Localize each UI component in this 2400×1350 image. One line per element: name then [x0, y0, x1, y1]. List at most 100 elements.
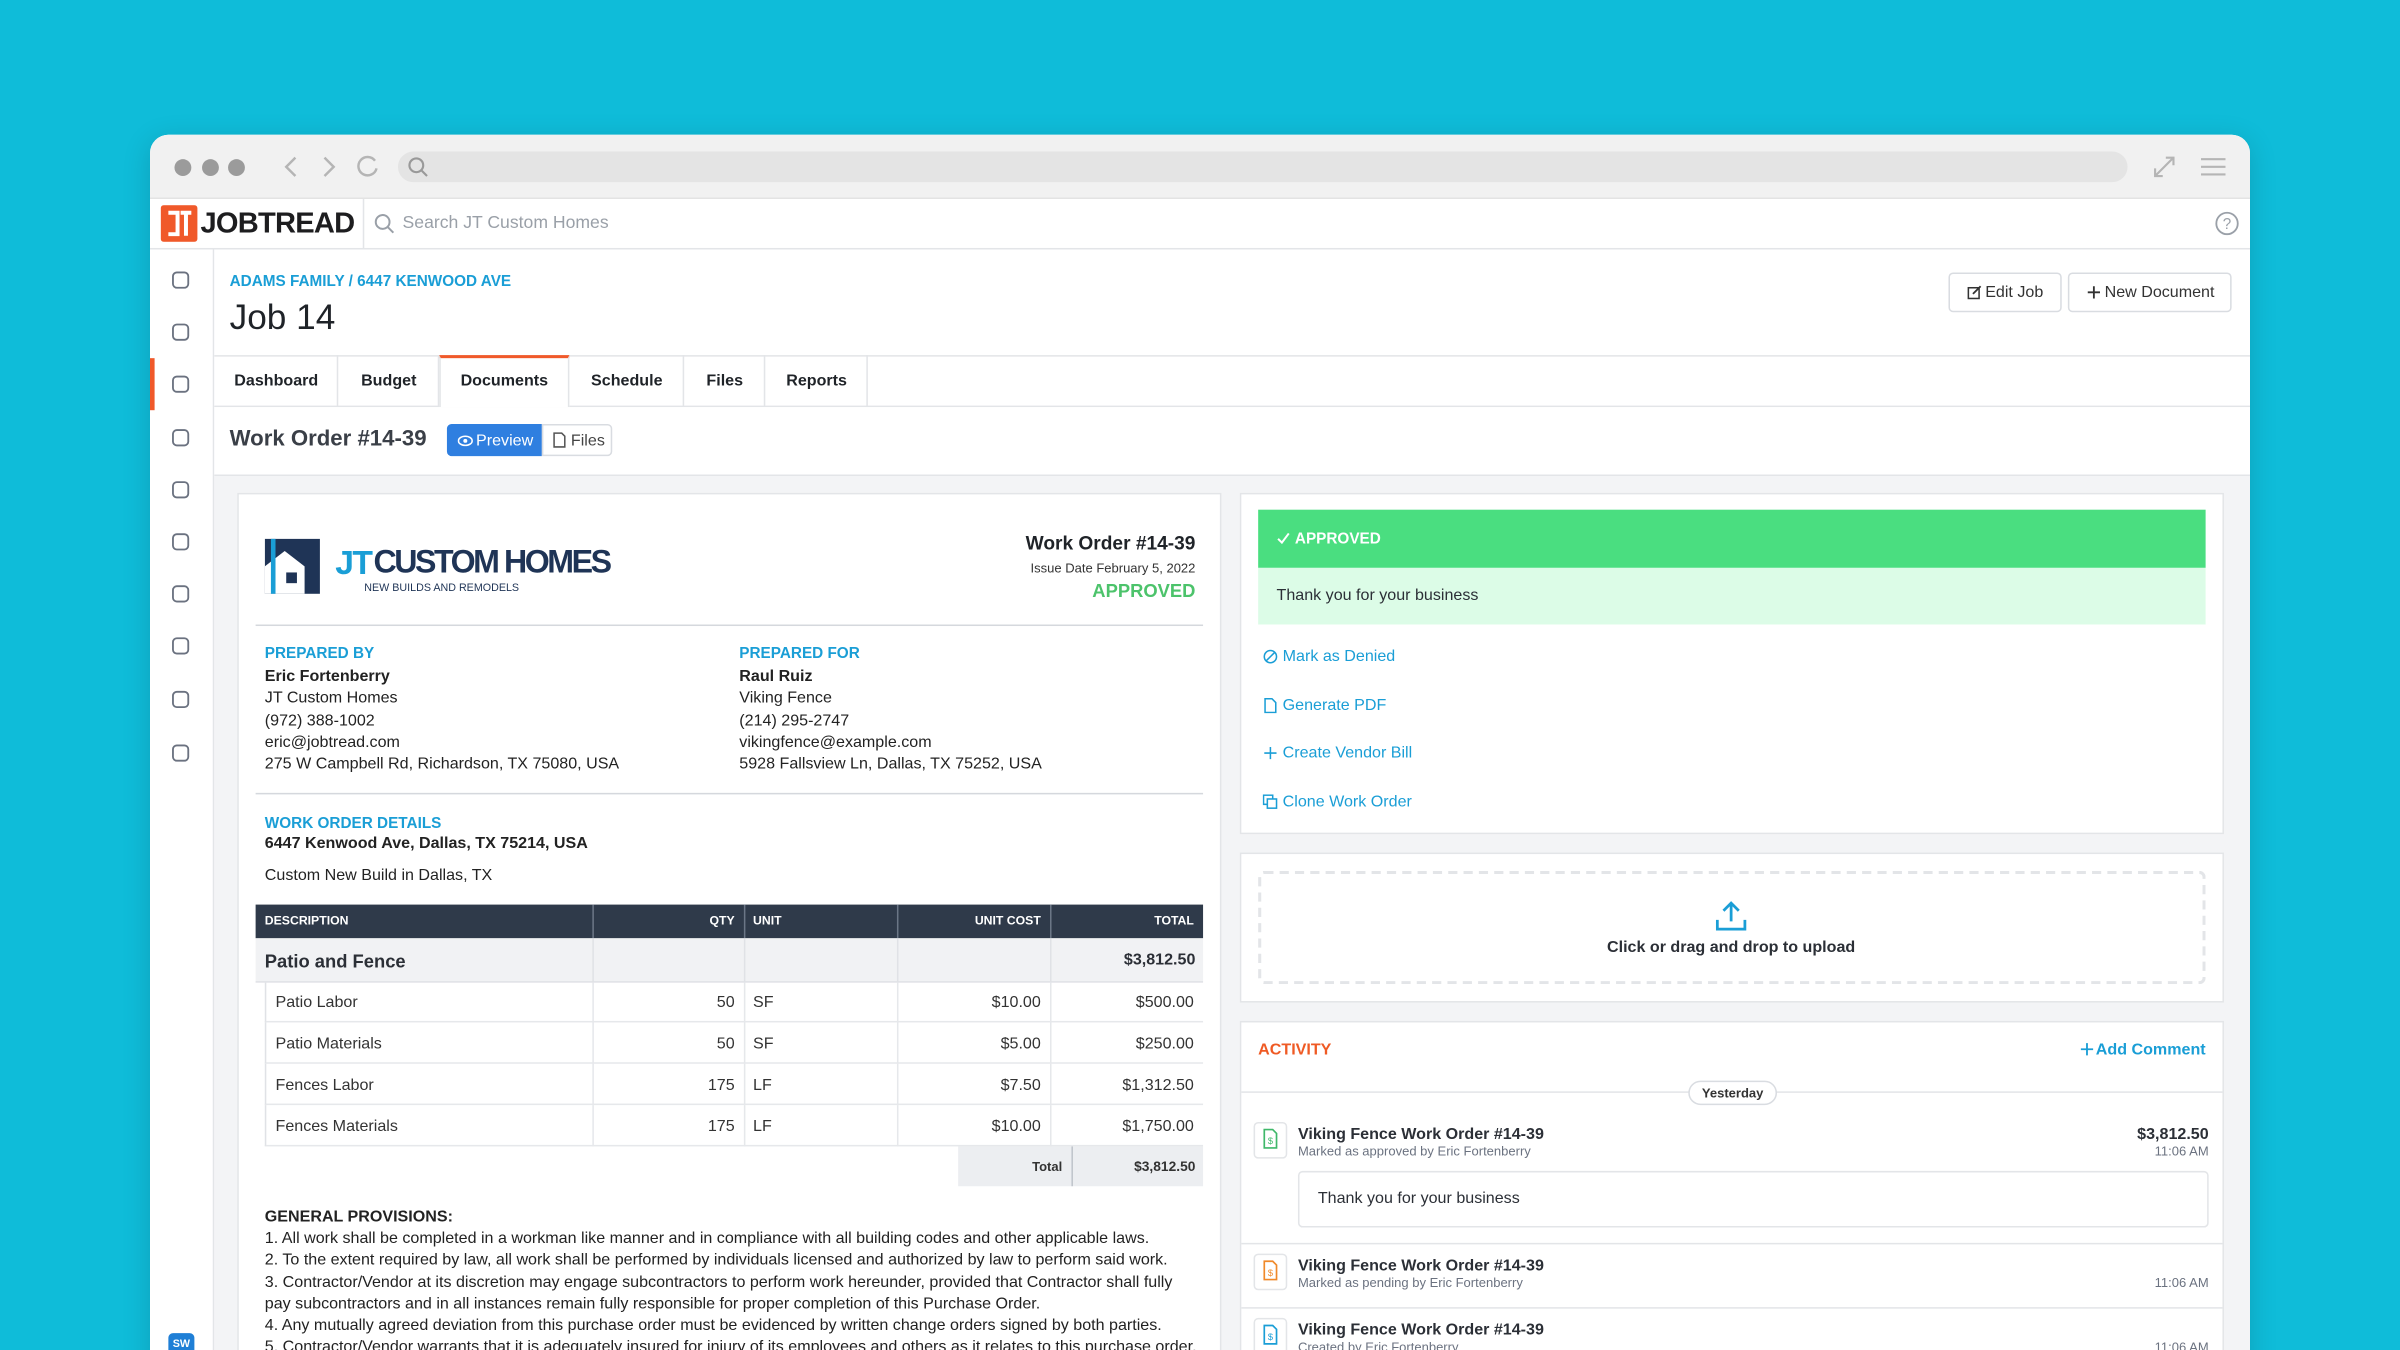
comment-text: Thank you for your business — [1317, 1189, 1520, 1208]
activity-icon-box — [1253, 1317, 1288, 1350]
sidebar-active-indicator — [149, 358, 155, 411]
button-icon — [2087, 286, 2100, 299]
group-name: Patio and Fence — [264, 950, 406, 972]
search-input[interactable]: Search JT Custom Homes — [402, 213, 609, 232]
document-heading: Work Order #14-39 — [1025, 532, 1196, 555]
sidebar-icon — [172, 481, 190, 499]
divider — [255, 624, 1204, 627]
table-cell: 175 — [707, 1075, 735, 1094]
sidebar-icon — [172, 533, 190, 551]
svg-text:$: $ — [1268, 1268, 1273, 1278]
company-prefix: JT — [335, 542, 373, 581]
tab[interactable] — [439, 355, 570, 408]
tab[interactable] — [765, 355, 868, 408]
company-tagline: NEW BUILDS AND REMODELS — [364, 582, 520, 594]
upload-dropzone[interactable] — [1258, 870, 2206, 985]
activity-item-title: Viking Fence Work Order #14-39 — [1297, 1256, 1544, 1275]
plus-icon — [2080, 1043, 2094, 1056]
table-cell: $5.00 — [1000, 1033, 1041, 1053]
action-icon — [1262, 794, 1278, 809]
column-divider — [592, 982, 594, 1023]
svg-text:?: ? — [2223, 216, 2232, 233]
column-divider — [592, 1063, 594, 1106]
sidebar-icon — [172, 585, 190, 603]
total-value: $3,812.50 — [1134, 1158, 1196, 1174]
column-divider — [1049, 1022, 1052, 1064]
provisions-heading: GENERAL PROVISIONS: — [264, 1207, 453, 1227]
action-link[interactable]: Generate PDF — [1282, 696, 1387, 715]
activity-icon-box — [1253, 1253, 1288, 1291]
table-cell: SF — [753, 993, 774, 1012]
tab-label[interactable]: Budget — [361, 371, 417, 391]
file-icon — [553, 432, 566, 448]
header-button-label[interactable]: Edit Job — [1985, 283, 2044, 302]
sidebar-icon — [172, 637, 190, 655]
action-link[interactable]: Create Vendor Bill — [1282, 743, 1413, 763]
activity-title: ACTIVITY — [1258, 1040, 1332, 1060]
status-banner — [1258, 509, 2206, 568]
section-label: PREPARED FOR — [739, 645, 860, 662]
table-cell: Patio Labor — [275, 993, 358, 1012]
upload-card — [1239, 852, 2224, 1003]
activity-item-title: Viking Fence Work Order #14-39 — [1297, 1124, 1544, 1144]
add-comment[interactable]: Add Comment — [2095, 1040, 2206, 1060]
svg-text:$: $ — [1268, 1332, 1273, 1342]
column-divider — [896, 982, 899, 1023]
browser-actions — [2154, 156, 2226, 178]
action-icon — [1264, 746, 1277, 760]
table-cell: Patio Materials — [275, 1033, 382, 1053]
action-link[interactable]: Mark as Denied — [1282, 647, 1396, 666]
contact-line: Viking Fence — [739, 689, 832, 708]
contact-line: 5928 Fallsview Ln, Dallas, TX 75252, USA — [739, 754, 1042, 774]
app-header — [149, 198, 2250, 250]
section-label: PREPARED BY — [264, 645, 375, 662]
details-line: Custom New Build in Dallas, TX — [264, 866, 493, 885]
group-total: $3,812.50 — [1123, 950, 1196, 969]
activity-time: 11:06 AM — [2154, 1143, 2209, 1159]
svg-text:$: $ — [1268, 1136, 1273, 1146]
preview-button[interactable] — [446, 423, 542, 457]
column-divider — [1049, 1105, 1052, 1147]
column-divider — [896, 938, 899, 983]
table-cell: $1,312.50 — [1122, 1075, 1194, 1094]
url-bar[interactable] — [397, 151, 2128, 183]
activity-item-subtitle: Marked as approved by Eric Fortenberry — [1297, 1143, 1531, 1159]
day-label: Yesterday — [1701, 1084, 1764, 1100]
header-button[interactable] — [1948, 272, 2062, 313]
column-divider — [743, 904, 746, 939]
activity-icon: $ — [1263, 1260, 1278, 1281]
breadcrumb: ADAMS FAMILY / 6447 KENWOOD AVE — [229, 273, 512, 291]
table-header — [255, 904, 1204, 939]
header-button-label[interactable]: New Document — [2104, 283, 2215, 302]
column-divider — [592, 938, 594, 983]
tab-label[interactable]: Files — [706, 371, 744, 391]
help-icon: ? — [2215, 211, 2239, 236]
status-message-box — [1258, 567, 2206, 625]
button-icon — [1967, 285, 1982, 300]
column-header: TOTAL — [1154, 913, 1194, 928]
tab[interactable] — [569, 355, 685, 408]
url-search-icon — [408, 157, 428, 177]
tab-label[interactable]: Reports — [786, 371, 847, 391]
preview-label[interactable]: Preview — [476, 430, 534, 450]
tab-label[interactable]: Dashboard — [234, 371, 319, 391]
upload-text[interactable]: Click or drag and drop to upload — [1606, 938, 1856, 957]
sidebar-icon — [172, 323, 190, 341]
action-link[interactable]: Clone Work Order — [1282, 792, 1412, 812]
document-status: APPROVED — [1092, 580, 1196, 602]
section-label: WORK ORDER DETAILS — [264, 815, 442, 832]
tab[interactable] — [214, 355, 339, 408]
tab[interactable] — [338, 355, 440, 408]
tab-label[interactable]: Documents — [460, 371, 549, 391]
files-label[interactable]: Files — [570, 430, 605, 450]
column-divider — [592, 1105, 594, 1147]
table-cell: $500.00 — [1135, 993, 1194, 1012]
table-row — [264, 982, 1204, 1023]
status-message: Thank you for your business — [1276, 586, 1479, 605]
tab[interactable] — [684, 355, 766, 408]
header-button[interactable] — [2067, 272, 2232, 313]
tab-label[interactable]: Schedule — [591, 371, 663, 391]
comment-box — [1297, 1170, 2209, 1228]
activity-item-subtitle: Created by Eric Fortenberry — [1297, 1339, 1459, 1350]
